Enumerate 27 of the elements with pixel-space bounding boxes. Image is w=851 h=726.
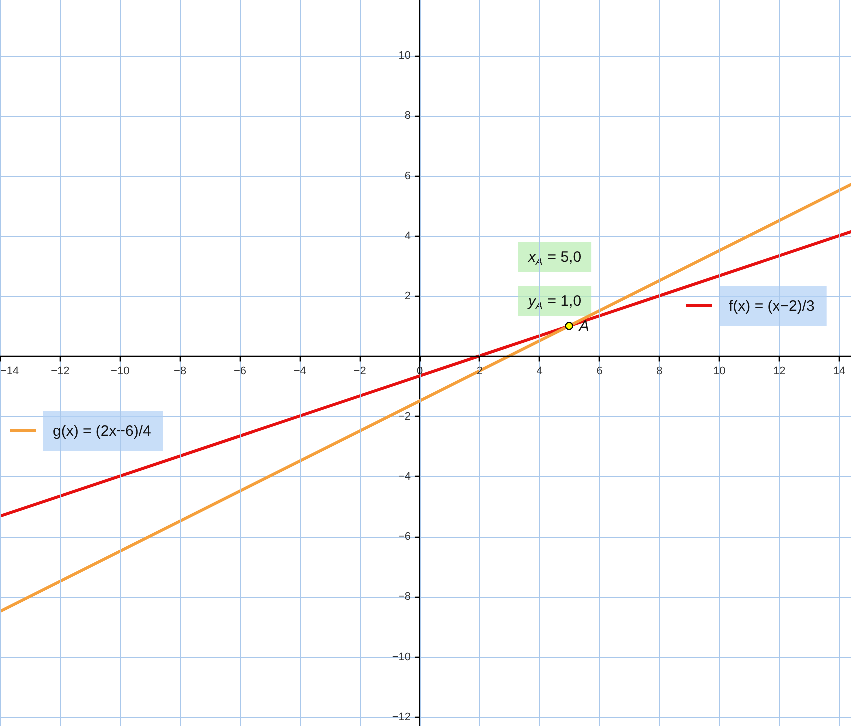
legend-label: f(x) = (x−2)/3 xyxy=(729,298,815,315)
y-tick-label: −4 xyxy=(398,470,412,483)
x-tick-label: 4 xyxy=(536,366,543,378)
y-tick-label: −2 xyxy=(398,410,412,423)
y-tick-label: −12 xyxy=(392,711,412,724)
x-tick-label: 10 xyxy=(714,366,726,378)
y-tick-label: −10 xyxy=(392,651,412,664)
x-tick-label: 12 xyxy=(773,366,786,378)
x-tick-label: −14 xyxy=(0,366,20,378)
y-tick-label: 4 xyxy=(404,230,412,242)
x-tick-label: −8 xyxy=(174,366,187,378)
series-label: A xyxy=(578,318,590,336)
x-tick-label: −10 xyxy=(111,366,130,378)
x-tick-label: −12 xyxy=(51,366,70,378)
x-tick-label: −2 xyxy=(354,366,366,378)
legend-label: g(x) = (2x−6)/4 xyxy=(53,423,152,440)
y-tick-label: 6 xyxy=(404,170,412,182)
y-tick-label: −8 xyxy=(398,591,412,604)
y-tick-label: 8 xyxy=(404,110,412,122)
y-tick-label: −6 xyxy=(398,531,412,544)
x-tick-label: −6 xyxy=(234,366,246,378)
x-tick-label: 6 xyxy=(596,366,603,378)
x-tick-label: −4 xyxy=(294,366,306,378)
x-tick-label: 8 xyxy=(656,366,663,378)
y-tick-label: 2 xyxy=(404,290,412,303)
y-tick-label: 10 xyxy=(398,50,412,62)
x-tick-label: 14 xyxy=(833,366,846,378)
